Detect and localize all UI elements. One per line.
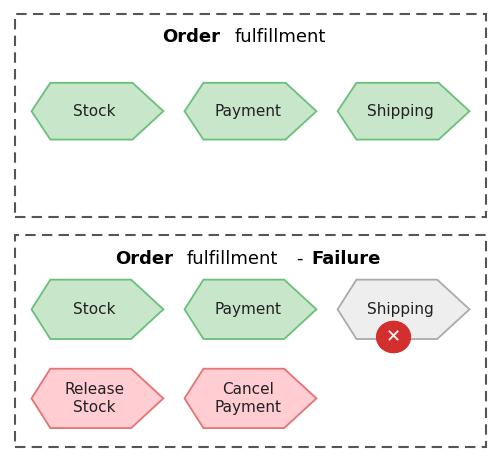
Polygon shape bbox=[32, 83, 163, 140]
Text: Failure: Failure bbox=[312, 250, 381, 268]
Polygon shape bbox=[184, 280, 317, 339]
Text: fulfillment: fulfillment bbox=[187, 250, 278, 268]
Text: Stock: Stock bbox=[73, 302, 116, 317]
Text: Shipping: Shipping bbox=[367, 104, 434, 118]
Polygon shape bbox=[32, 280, 163, 339]
Text: Order: Order bbox=[115, 250, 173, 268]
Text: ✕: ✕ bbox=[386, 328, 401, 346]
Text: Release
Stock: Release Stock bbox=[65, 382, 125, 415]
FancyBboxPatch shape bbox=[15, 14, 486, 217]
Circle shape bbox=[377, 322, 410, 352]
Text: Cancel
Payment: Cancel Payment bbox=[214, 382, 281, 415]
Polygon shape bbox=[32, 369, 163, 428]
Polygon shape bbox=[338, 280, 469, 339]
FancyBboxPatch shape bbox=[15, 235, 486, 447]
Text: Stock: Stock bbox=[73, 104, 116, 118]
Text: Payment: Payment bbox=[214, 104, 281, 118]
Text: fulfillment: fulfillment bbox=[234, 28, 326, 46]
Polygon shape bbox=[338, 83, 469, 140]
Polygon shape bbox=[184, 369, 317, 428]
Text: Payment: Payment bbox=[214, 302, 281, 317]
Text: -: - bbox=[296, 250, 302, 268]
Polygon shape bbox=[184, 83, 317, 140]
Text: Shipping: Shipping bbox=[367, 302, 434, 317]
Text: Order: Order bbox=[162, 28, 220, 46]
